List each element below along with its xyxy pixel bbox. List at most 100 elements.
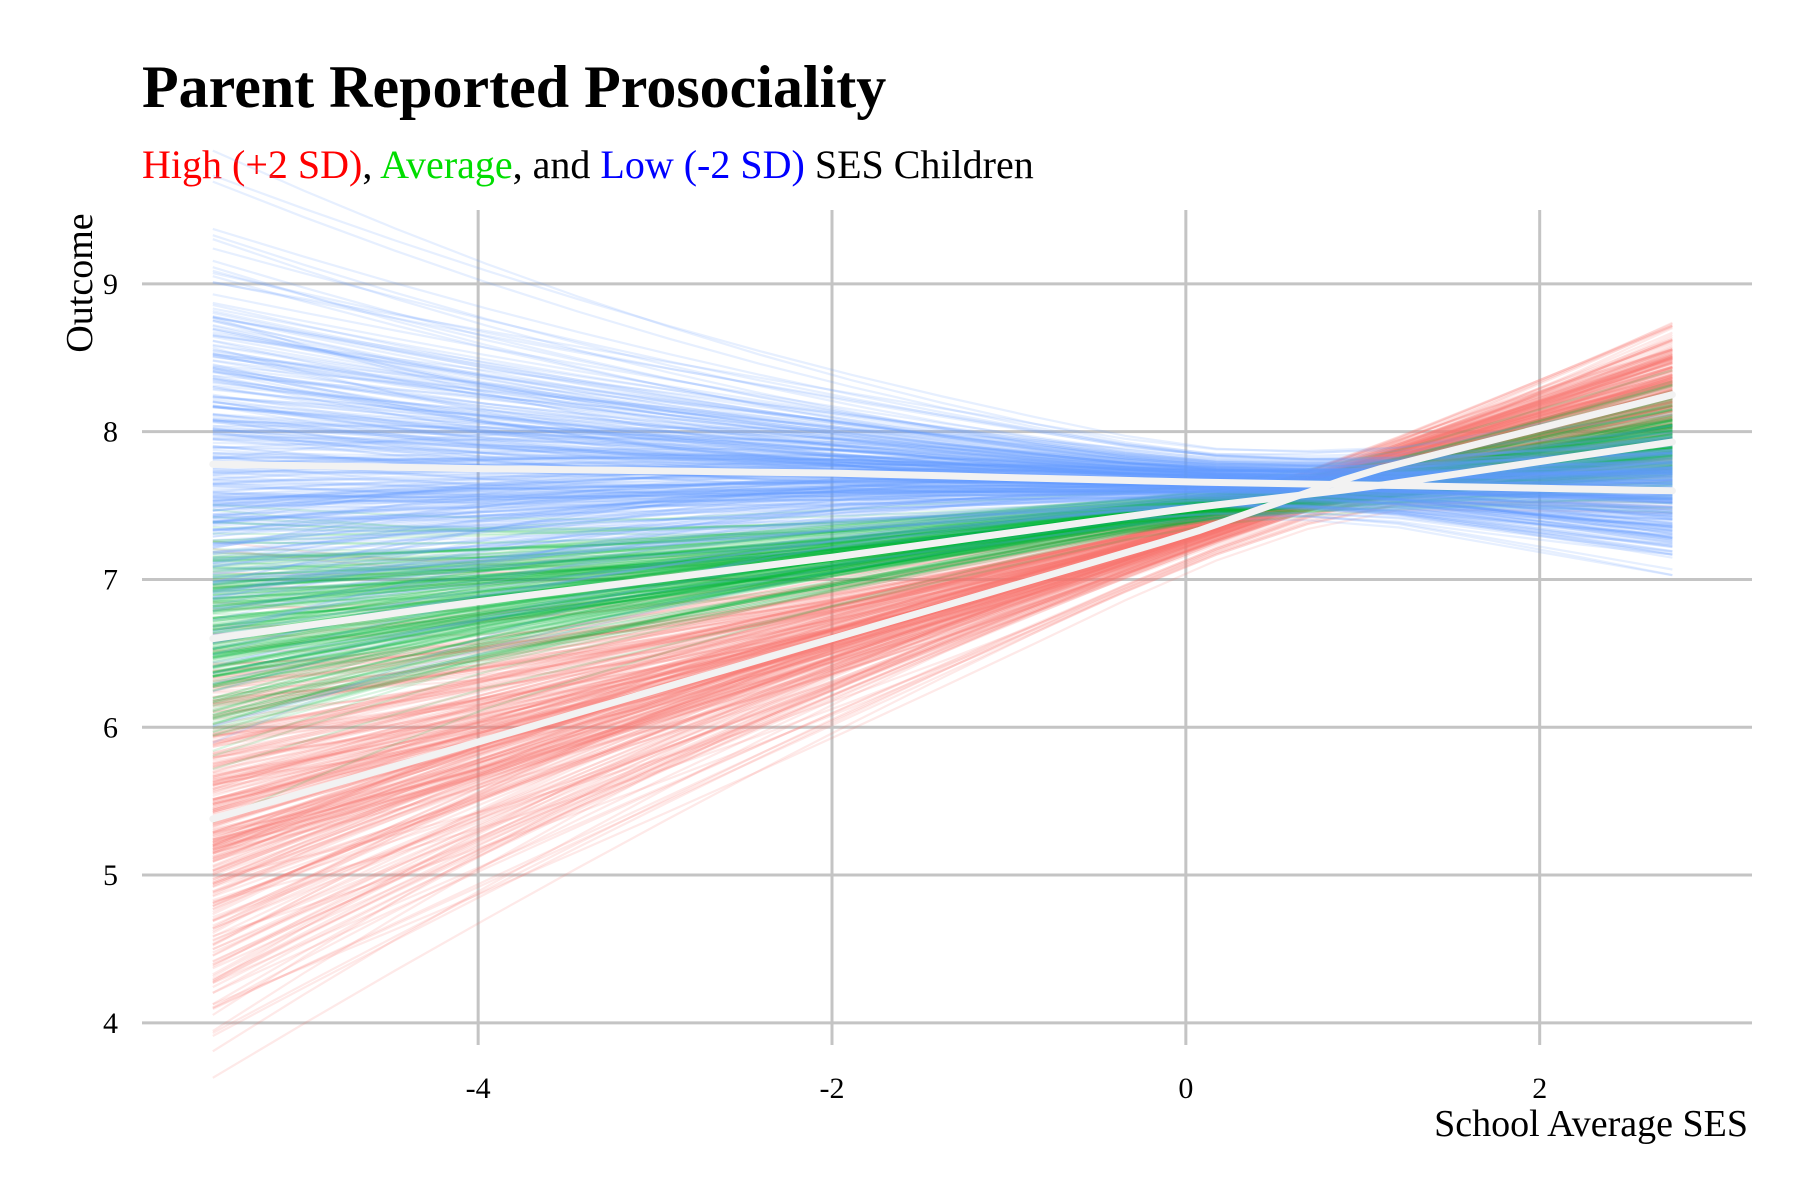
draw-line bbox=[212, 489, 1673, 585]
draw-line bbox=[212, 429, 1673, 586]
draw-line bbox=[212, 360, 1673, 778]
draw-line bbox=[212, 419, 1673, 559]
draw-line bbox=[212, 503, 1673, 556]
draw-line bbox=[212, 490, 1673, 532]
draw-line bbox=[212, 339, 1673, 774]
draw-line bbox=[212, 432, 1673, 578]
draw-line bbox=[212, 420, 1673, 471]
draw-line bbox=[212, 357, 1673, 846]
draw-line bbox=[212, 370, 1673, 714]
draw-line bbox=[212, 339, 1673, 791]
draw-line bbox=[212, 499, 1673, 541]
draw-line bbox=[212, 472, 1673, 659]
subtitle-part: , bbox=[362, 142, 380, 187]
draw-line bbox=[212, 496, 1673, 533]
draw-line bbox=[212, 430, 1673, 530]
draw-line bbox=[212, 365, 1673, 472]
draw-line bbox=[212, 353, 1673, 476]
draw-line bbox=[212, 421, 1673, 1009]
draw-line bbox=[212, 487, 1673, 538]
draw-line bbox=[212, 445, 1673, 518]
draw-line bbox=[212, 319, 1673, 478]
draw-line bbox=[212, 436, 1673, 841]
draw-line bbox=[212, 499, 1673, 628]
draw-line bbox=[212, 383, 1673, 737]
draw-line bbox=[212, 373, 1673, 688]
x-tick-label: -2 bbox=[820, 1072, 845, 1105]
draw-line bbox=[212, 476, 1673, 854]
draw-line bbox=[212, 348, 1673, 688]
draw-line bbox=[212, 381, 1673, 810]
draw-line bbox=[212, 488, 1673, 593]
draw-line bbox=[212, 471, 1673, 620]
y-tick-label: 6 bbox=[103, 711, 118, 744]
draw-line bbox=[212, 390, 1673, 754]
draw-line bbox=[212, 487, 1673, 520]
draw-line bbox=[212, 414, 1673, 536]
draw-line bbox=[212, 436, 1673, 550]
draw-line bbox=[212, 416, 1673, 795]
draw-line bbox=[212, 455, 1673, 540]
y-tick-label: 5 bbox=[103, 859, 118, 892]
draw-line bbox=[212, 327, 1673, 933]
draw-line bbox=[212, 351, 1673, 791]
draw-line bbox=[212, 434, 1673, 589]
draw-line bbox=[212, 334, 1673, 468]
draw-line bbox=[212, 434, 1673, 584]
draw-line bbox=[212, 475, 1673, 641]
draw-line bbox=[212, 425, 1673, 586]
draw-line bbox=[212, 348, 1673, 864]
draw-line bbox=[212, 358, 1673, 770]
draw-line bbox=[212, 503, 1673, 601]
draw-line bbox=[212, 419, 1673, 893]
draw-line bbox=[212, 389, 1673, 580]
draw-line bbox=[212, 404, 1673, 509]
draw-line bbox=[212, 443, 1673, 510]
draw-line bbox=[212, 500, 1673, 566]
draw-line bbox=[212, 378, 1673, 677]
subtitle-part: SES Children bbox=[805, 142, 1034, 187]
draw-line bbox=[212, 494, 1673, 576]
draw-line bbox=[212, 348, 1673, 794]
draw-line bbox=[212, 494, 1673, 771]
draw-line bbox=[212, 406, 1673, 489]
draw-line bbox=[212, 378, 1673, 769]
draw-line bbox=[212, 379, 1673, 803]
draw-line bbox=[212, 429, 1673, 469]
subtitle-part: Average bbox=[380, 142, 513, 187]
draw-line bbox=[212, 486, 1673, 523]
draw-line bbox=[212, 354, 1673, 745]
draw-line bbox=[212, 384, 1673, 593]
draw-line bbox=[212, 423, 1673, 894]
chart-title: Parent Reported Prosociality bbox=[142, 54, 886, 120]
draw-line bbox=[212, 359, 1673, 844]
draw-line bbox=[212, 503, 1673, 685]
draw-line bbox=[212, 374, 1673, 518]
draw-line bbox=[212, 388, 1673, 476]
draw-line bbox=[212, 438, 1673, 516]
draw-line bbox=[212, 355, 1673, 589]
draw-line bbox=[212, 383, 1673, 612]
draw-line bbox=[212, 364, 1673, 849]
draw-line bbox=[212, 423, 1673, 572]
draw-line bbox=[212, 387, 1673, 706]
draw-line bbox=[212, 381, 1673, 475]
draw-line bbox=[212, 429, 1673, 922]
draw-line bbox=[212, 494, 1673, 527]
draw-line bbox=[212, 349, 1673, 474]
draw-line bbox=[212, 438, 1673, 469]
draw-line bbox=[212, 442, 1673, 704]
draw-line bbox=[212, 457, 1673, 476]
draw-line bbox=[212, 459, 1673, 530]
draw-line bbox=[212, 488, 1673, 527]
draw-line bbox=[212, 365, 1673, 717]
draw-line bbox=[212, 419, 1673, 475]
draw-line bbox=[212, 436, 1673, 851]
draw-line bbox=[212, 504, 1673, 637]
draw-line bbox=[212, 486, 1673, 546]
posterior-draws bbox=[212, 149, 1673, 1079]
draw-line bbox=[212, 429, 1673, 600]
draw-line bbox=[212, 369, 1673, 702]
draw-line bbox=[212, 502, 1673, 555]
draw-line bbox=[212, 427, 1673, 532]
